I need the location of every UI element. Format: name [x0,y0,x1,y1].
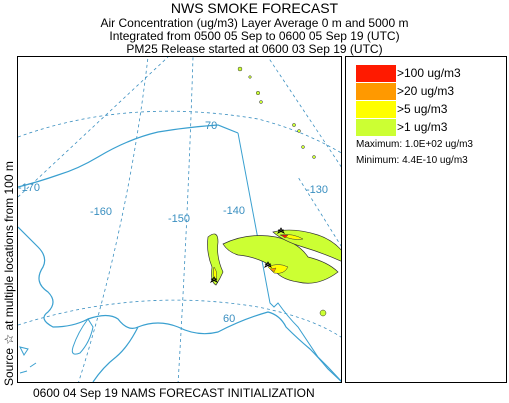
source-markers [209,227,286,283]
legend-swatch-100 [356,65,396,82]
release-info: PM25 Release started at 0600 03 Sep 19 (… [126,42,383,56]
smoke-plume-east [272,229,341,262]
lat-label-70: 70 [205,120,217,132]
graticule [18,57,341,382]
legend-minimum: Minimum: 4.4E-10 ug/m3 [356,155,468,166]
islands [19,318,94,374]
alaska-coastline [18,124,341,382]
legend-panel: >100 ug/m3 >20 ug/m3 >5 ug/m3 >1 ug/m3 M… [345,56,507,383]
integration-period: Integrated from 0500 05 Sep to 0600 05 S… [109,29,400,43]
legend-label-20: >20 ug/m3 [397,84,455,98]
legend-label-100: >100 ug/m3 [397,66,461,80]
smoke-map[interactable]: -170 -160 -150 -140 -130 70 60 [17,56,342,383]
legend-label-5: >5 ug/m3 [397,102,448,116]
forecast-initialization: 0600 04 Sep 19 NAMS FORECAST INITIALIZAT… [33,386,315,400]
lon-label-150: -150 [168,213,190,225]
source-side-label: Source ☆ at multiple locations from 100 … [1,58,17,388]
legend-swatch-1 [356,119,396,136]
lat-label-60: 60 [223,313,235,325]
lon-label-140: -140 [223,205,245,217]
legend-swatch-5 [356,101,396,118]
legend-maximum: Maximum: 1.0E+02 ug/m3 [356,139,473,150]
lon-label-170: -170 [18,182,40,194]
lon-label-130: -130 [306,184,328,196]
legend-label-1: >1 ug/m3 [397,120,448,134]
forecast-title: NWS SMOKE FORECAST [170,0,339,16]
lon-label-160: -160 [90,206,112,218]
smoke-plume-west [207,233,224,286]
alaska-canada-border [237,132,341,382]
scattered-smoke-spots [237,66,327,317]
source-side-text: Source ☆ at multiple locations from 100 … [2,161,16,386]
smoke-plume-central [222,235,339,284]
legend-swatch-20 [356,83,396,100]
concentration-subtitle: Air Concentration (ug/m3) Layer Average … [100,16,409,30]
